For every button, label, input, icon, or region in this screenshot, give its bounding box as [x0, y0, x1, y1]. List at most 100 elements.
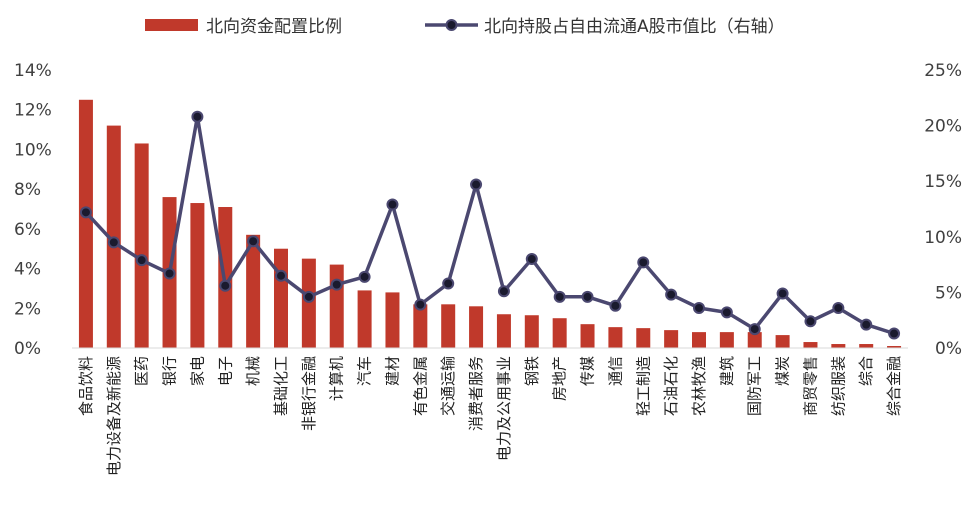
bar [329, 264, 344, 348]
left-tick-label: 10% [14, 140, 52, 160]
line-point [386, 198, 399, 211]
bar [134, 143, 149, 348]
line-point [720, 306, 733, 319]
category-labels: 食品饮料 电力设备及新能源 医药 银行 家电 电子 机械 基础化工 非银行金融 计算机 汽车 建材 有色… [77, 356, 903, 476]
line-point [776, 287, 789, 300]
bar [357, 290, 372, 348]
category-label: 纺织服装 [829, 356, 847, 416]
category-label: 国防军工 [746, 356, 764, 416]
category-label: 综合金融 [885, 356, 903, 416]
bar [859, 344, 874, 348]
line-series [79, 110, 901, 340]
right-tick-label: 0% [935, 339, 962, 359]
category-label: 家电 [188, 356, 206, 386]
bar [664, 330, 679, 348]
line-point [219, 279, 232, 292]
category-label: 建筑 [718, 356, 736, 386]
category-label: 计算机 [328, 356, 346, 401]
line-point [191, 110, 204, 123]
bar [831, 344, 846, 348]
bar [274, 248, 288, 348]
left-tick-label: 6% [14, 220, 41, 240]
bar [441, 304, 456, 348]
bar [719, 332, 734, 348]
line-point [888, 327, 901, 340]
category-label: 电子 [216, 356, 234, 386]
bar [692, 332, 706, 348]
bar [385, 292, 400, 348]
category-label: 基础化工 [272, 356, 290, 416]
bar [524, 315, 539, 348]
right-tick-label: 25% [924, 61, 962, 81]
bar [246, 234, 261, 348]
line-point [358, 270, 371, 283]
bar [496, 314, 511, 348]
category-label: 非银行金融 [300, 356, 318, 431]
right-tick-label: 10% [924, 228, 962, 248]
category-label: 有色金属 [411, 356, 429, 416]
bar [747, 332, 762, 348]
legend: 北向资金配置比例 北向持股占自由流通A股市值比（右轴） [145, 17, 785, 37]
line-point [693, 301, 705, 314]
bar [190, 203, 205, 348]
category-label: 汽车 [356, 356, 374, 386]
category-label: 综合 [857, 356, 875, 386]
category-label: 煤炭 [774, 356, 792, 386]
line-point [609, 299, 622, 312]
bar [301, 258, 316, 348]
left-tick-label: 4% [14, 260, 41, 280]
series-line [84, 114, 895, 336]
left-tick-label: 12% [14, 101, 52, 121]
category-label: 农林牧渔 [690, 356, 708, 416]
category-label: 交通运输 [439, 356, 457, 416]
legend-line-label: 北向持股占自由流通A股市值比（右轴） [484, 17, 785, 37]
bar [469, 306, 484, 348]
category-label: 钢铁 [523, 356, 541, 386]
right-tick-label: 15% [924, 172, 962, 192]
line-point [79, 206, 92, 219]
line-point [414, 298, 427, 311]
right-tick-label: 20% [924, 117, 962, 137]
category-label: 石油石化 [662, 356, 680, 416]
category-label: 机械 [244, 356, 262, 386]
line-point [832, 301, 845, 314]
line-point [497, 285, 510, 298]
bar [608, 327, 623, 348]
category-label: 商贸零售 [802, 356, 820, 416]
line-point [163, 267, 176, 280]
line-point [553, 290, 566, 303]
left-tick-label: 0% [14, 339, 41, 359]
legend-line-marker [445, 19, 458, 31]
line-point [135, 254, 148, 267]
left-tick-label: 8% [14, 180, 41, 200]
bar [580, 324, 595, 348]
category-label: 医药 [133, 356, 151, 386]
category-label: 电力及公用事业 [495, 356, 513, 461]
line-point [581, 290, 594, 303]
bar [775, 335, 790, 348]
line-point [860, 318, 873, 331]
line-point [748, 323, 761, 336]
category-label: 传媒 [579, 356, 597, 386]
legend-bar-swatch [145, 19, 198, 31]
bar [552, 318, 567, 348]
bar [78, 99, 93, 349]
left-tick-label: 2% [14, 299, 41, 319]
right-tick-label: 5% [935, 283, 962, 303]
line-point [470, 178, 483, 191]
category-label: 食品饮料 [77, 356, 95, 416]
line-point [637, 256, 650, 269]
category-label: 电力设备及新能源 [105, 356, 123, 476]
line-point [525, 253, 538, 266]
legend-bar-label: 北向资金配置比例 [206, 17, 342, 37]
line-point [302, 290, 315, 303]
line-point [247, 235, 260, 248]
bar [636, 328, 651, 348]
bar [803, 342, 818, 348]
line-point [665, 288, 678, 301]
line-point [442, 277, 455, 290]
left-axis: 0% 2% 4% 6% 8% 10% 12% 14% [14, 61, 52, 359]
category-label: 银行 [161, 356, 179, 386]
